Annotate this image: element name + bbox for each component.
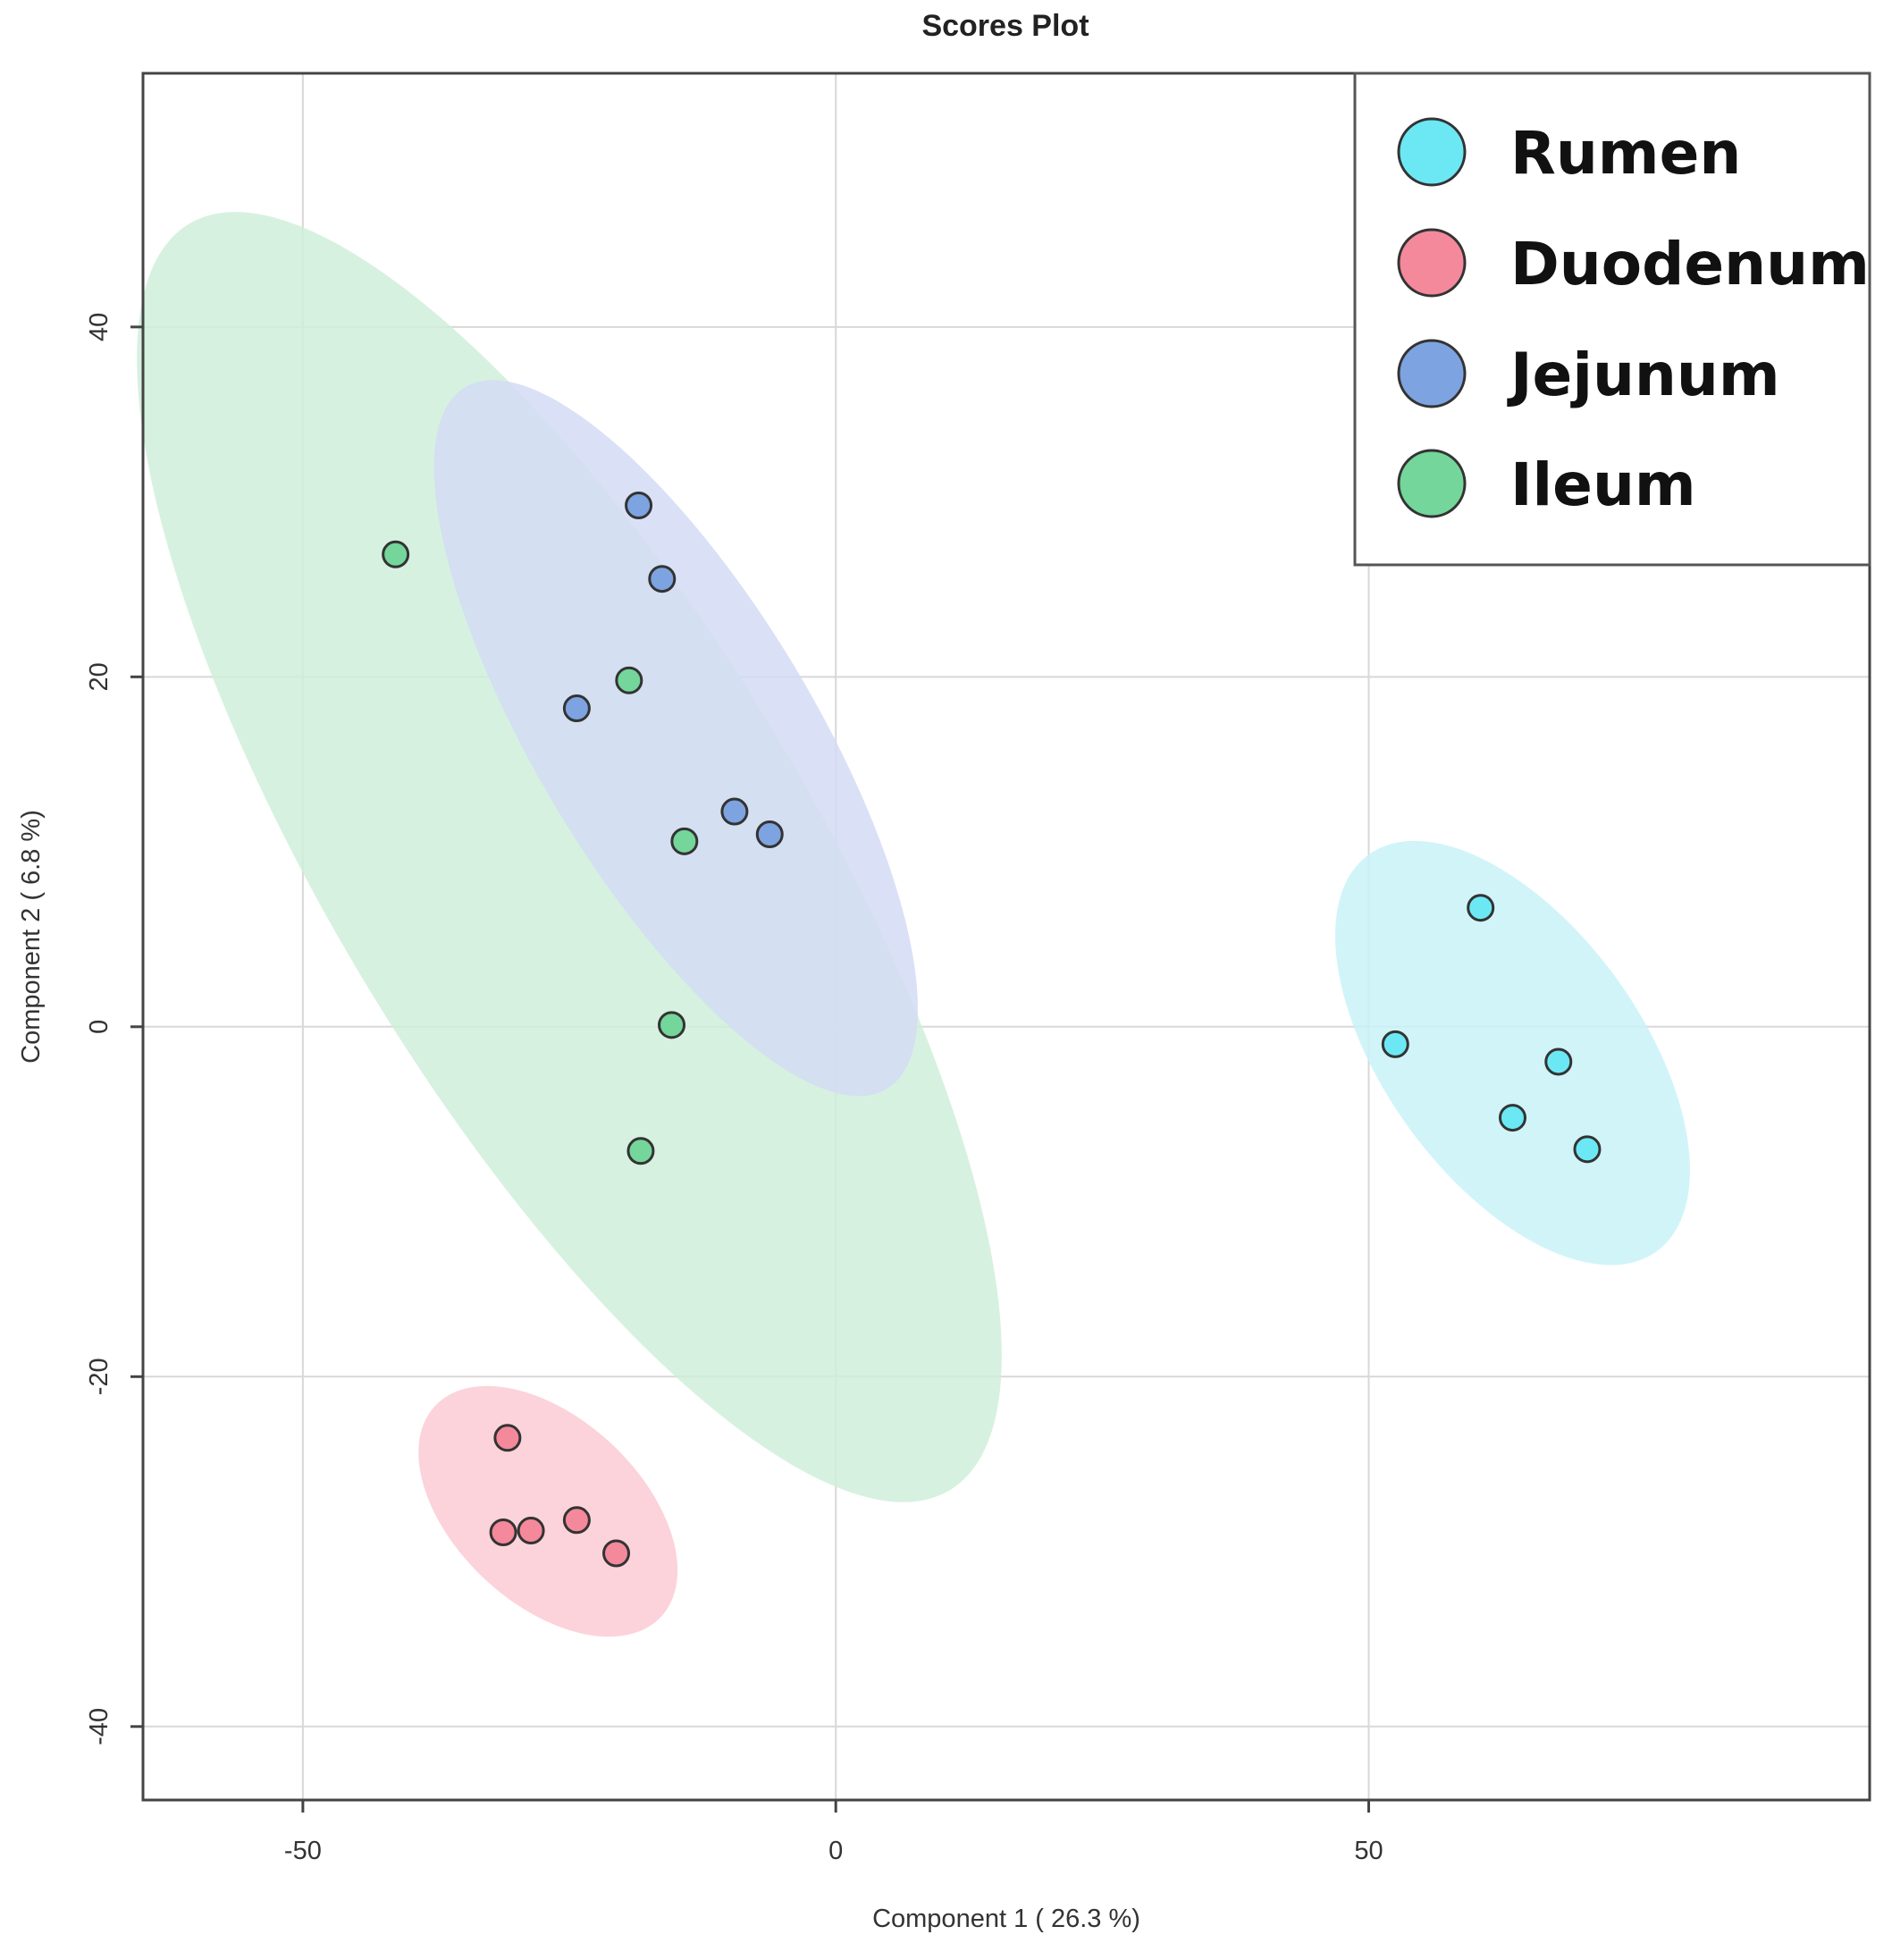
duodenum-point bbox=[562, 1506, 591, 1535]
ileum-point bbox=[670, 827, 699, 855]
y-tick-label: -20 bbox=[85, 1358, 114, 1395]
jejunum-point bbox=[755, 820, 784, 848]
rumen-point bbox=[1467, 894, 1495, 922]
y-tick-label: -40 bbox=[85, 1708, 114, 1745]
y-tick-label: 40 bbox=[85, 313, 114, 341]
duodenum-point bbox=[493, 1424, 522, 1452]
legend-jejunum-symbol bbox=[1397, 339, 1467, 408]
plot-frame bbox=[141, 72, 1871, 1802]
rumen-point bbox=[1544, 1047, 1573, 1076]
rumen-point bbox=[1381, 1030, 1409, 1058]
x-tick-label: 0 bbox=[828, 1837, 843, 1865]
jejunum-point bbox=[562, 694, 591, 723]
data-points bbox=[382, 491, 1602, 1568]
legend-duodenum-symbol bbox=[1397, 228, 1467, 298]
jejunum-ellipse bbox=[433, 380, 919, 1097]
rumen-point bbox=[1498, 1104, 1526, 1132]
legend-jejunum-label: Jejunum bbox=[1507, 341, 1780, 409]
legend-rumen-label: Rumen bbox=[1510, 119, 1741, 188]
legend: Rumen Duodenum Jejunum Ileum bbox=[1353, 72, 1871, 567]
duodenum-point bbox=[602, 1539, 631, 1568]
jejunum-point bbox=[625, 491, 653, 519]
ileum-point bbox=[626, 1137, 655, 1165]
legend-ileum-symbol bbox=[1397, 449, 1467, 518]
duodenum-ellipse bbox=[418, 1385, 678, 1637]
y-tick-label: 0 bbox=[85, 1020, 114, 1034]
ileum-ellipse bbox=[137, 212, 1002, 1502]
y-axis-label: Component 2 ( 6.8 %) bbox=[17, 810, 46, 1064]
confidence-ellipses bbox=[137, 212, 1690, 1637]
duodenum-point bbox=[489, 1518, 517, 1547]
x-tick-label: -50 bbox=[284, 1837, 322, 1865]
legend-rumen-symbol bbox=[1397, 117, 1467, 187]
x-axis-label: Component 1 ( 26.3 %) bbox=[872, 1905, 1140, 1933]
duodenum-point bbox=[517, 1517, 545, 1545]
ileum-point bbox=[615, 666, 643, 694]
axis-ticks: -50 0 50 -40 -20 0 20 40 bbox=[85, 313, 1383, 1865]
jejunum-point bbox=[720, 797, 749, 826]
legend-duodenum-label: Duodenum bbox=[1510, 230, 1870, 299]
y-tick-label: 20 bbox=[85, 662, 114, 691]
ileum-point bbox=[658, 1011, 686, 1039]
x-tick-label: 50 bbox=[1354, 1837, 1383, 1865]
ileum-point bbox=[382, 540, 410, 568]
legend-ileum-label: Ileum bbox=[1510, 450, 1696, 519]
chart-title: Scores Plot bbox=[921, 9, 1089, 43]
rumen-point bbox=[1573, 1135, 1602, 1164]
jejunum-point bbox=[648, 565, 677, 593]
rumen-ellipse bbox=[1334, 840, 1690, 1266]
